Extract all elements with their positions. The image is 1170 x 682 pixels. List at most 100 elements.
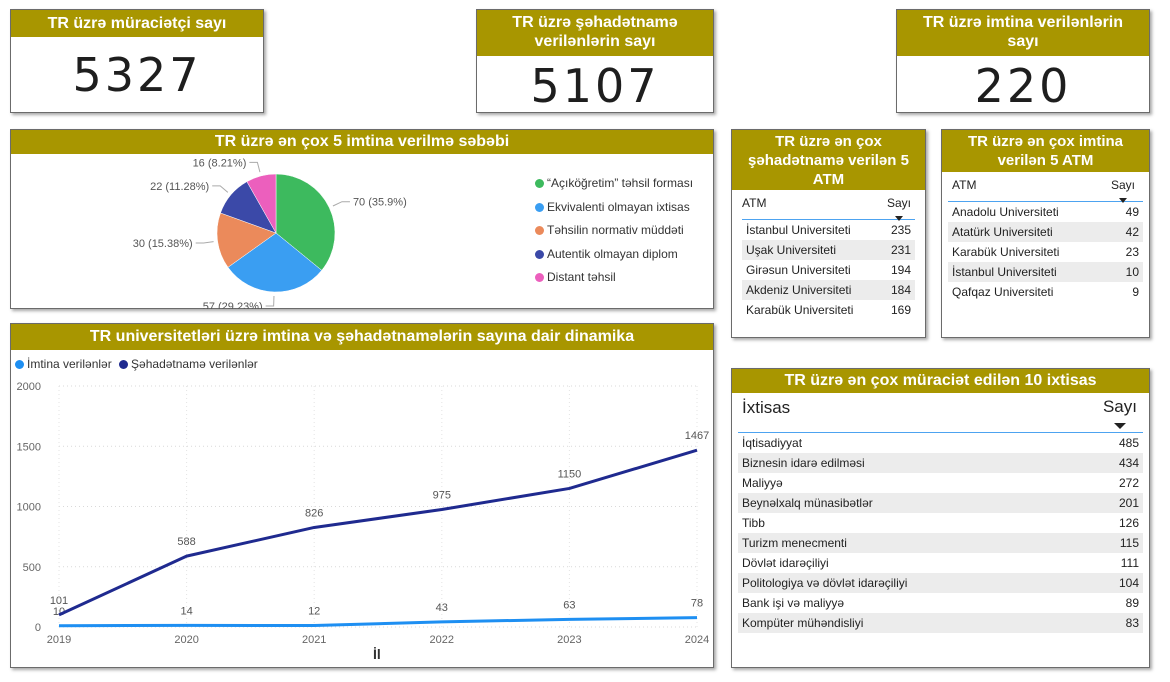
- data-label: 588: [177, 536, 195, 548]
- top-rej-col-count-label: Sayı: [1110, 178, 1135, 192]
- row-count: 169: [890, 303, 911, 317]
- pie-slice[interactable]: [227, 232, 323, 293]
- legend-certificates-label: Şəhadətnamə verilənlər: [131, 357, 258, 371]
- kpi-rejections-value: 220: [974, 59, 1072, 113]
- kpi-applicants-title: TR üzrə müraciətçi sayı: [11, 10, 263, 37]
- legend-rejections-dot: [15, 360, 24, 369]
- table-row[interactable]: İqtisadiyyat 485: [738, 433, 1143, 453]
- top-rej-title: TR üzrə ən çox imtina verilən 5 ATM: [942, 130, 1149, 172]
- table-row[interactable]: Karabük Universiteti 169: [742, 300, 915, 320]
- table-row[interactable]: Politologiya və dövlət idarəçiliyi 104: [738, 573, 1143, 593]
- data-label: 101: [50, 595, 68, 607]
- pie-legend-item[interactable]: Ekvivalenti olmayan ixtisas: [535, 200, 690, 214]
- top-rej-col-count[interactable]: Sayı: [1111, 178, 1135, 206]
- pie-legend-label: Autentik olmayan diplom: [547, 246, 678, 261]
- y-tick-label: 0: [35, 622, 41, 634]
- row-count: 23: [1125, 245, 1139, 259]
- top-rej-panel: TR üzrə ən çox imtina verilən 5 ATM ATM …: [941, 129, 1150, 338]
- table-row[interactable]: Karabük Universiteti 23: [948, 242, 1143, 262]
- pie-data-label: 57 (29.23%): [203, 301, 263, 309]
- top-rej-col-atm[interactable]: ATM: [952, 178, 977, 192]
- pie-slice[interactable]: [275, 173, 336, 271]
- pie-legend-label: “Açıköğretim” təhsil forması: [547, 176, 694, 190]
- data-label: 1467: [685, 430, 709, 442]
- row-count: 194: [890, 263, 911, 277]
- kpi-certificates-value: 5107: [530, 59, 660, 113]
- row-name: Tibb: [742, 516, 765, 530]
- row-name: Politologiya və dövlət idarəçiliyi: [738, 573, 1087, 593]
- x-tick-label: 2019: [47, 634, 71, 646]
- row-count: 111: [1120, 556, 1139, 570]
- pie-legend-label: Ekvivalenti olmayan ixtisas: [547, 199, 690, 214]
- pie-leader-line: [249, 161, 261, 173]
- top-cert-col-count[interactable]: Sayı: [887, 196, 911, 224]
- top-spec-panel: TR üzrə ən çox müraciət edilən 10 ixtisa…: [731, 368, 1150, 668]
- pie-data-label: 16 (8.21%): [193, 157, 247, 169]
- pie-legend-item[interactable]: Autentik olmayan diplom: [535, 247, 678, 261]
- pie-legend-item[interactable]: Təhsilin normativ müddəti: [535, 223, 684, 237]
- row-name: İstanbul Universiteti: [746, 223, 851, 237]
- x-tick-label: 2021: [302, 634, 326, 646]
- y-tick-label: 1000: [17, 502, 41, 514]
- pie-slice[interactable]: [246, 173, 277, 234]
- legend-dot: [535, 179, 544, 188]
- table-row[interactable]: Girəsun Universiteti 194: [742, 260, 915, 280]
- row-name: Turizm menecmenti: [738, 533, 1087, 553]
- table-row[interactable]: Biznesin idarə edilməsi 434: [738, 453, 1143, 473]
- top-spec-col-name[interactable]: İxtisas: [742, 398, 791, 417]
- top-cert-col-count-label: Sayı: [886, 196, 911, 210]
- table-row[interactable]: Turizm menecmenti 115: [738, 533, 1143, 553]
- row-name: Maliyyə: [742, 476, 783, 490]
- table-row[interactable]: Qafqaz Universiteti 9: [948, 282, 1143, 302]
- x-tick-label: 2024: [685, 634, 709, 646]
- row-count: 104: [1086, 573, 1143, 593]
- row-name: Beynəlxalq münasibətlər: [738, 493, 1087, 513]
- table-row[interactable]: Beynəlxalq münasibətlər 201: [738, 493, 1143, 513]
- line-title: TR universitetləri üzrə imtina və şəhadə…: [11, 324, 713, 350]
- series-line[interactable]: [58, 448, 698, 617]
- row-count: 49: [1125, 205, 1139, 219]
- data-label: 1150: [558, 468, 582, 480]
- table-row[interactable]: Akdeniz Universiteti 184: [742, 280, 915, 300]
- table-row[interactable]: Maliyyə 272: [738, 473, 1143, 493]
- pie-legend-item[interactable]: “Açıköğretim” təhsil forması: [535, 176, 693, 190]
- pie-leader-line: [195, 241, 214, 244]
- row-count: 83: [1086, 613, 1143, 633]
- row-count: 272: [1118, 476, 1139, 490]
- series-line[interactable]: [58, 616, 698, 628]
- pie-legend-item[interactable]: Distant təhsil: [535, 270, 616, 284]
- sort-desc-icon: [1118, 198, 1127, 203]
- table-row[interactable]: Uşak Universiteti 231: [742, 240, 915, 260]
- legend-certificates[interactable]: Şəhadətnamə verilənlər: [119, 357, 258, 371]
- row-count: 201: [1086, 493, 1143, 513]
- top-cert-col-atm[interactable]: ATM: [742, 196, 767, 210]
- table-row[interactable]: İstanbul Universiteti 235: [742, 220, 915, 240]
- table-row[interactable]: Atatürk Universiteti 42: [948, 222, 1143, 242]
- pie-slice[interactable]: [216, 212, 277, 268]
- data-label: 43: [436, 602, 448, 614]
- x-tick-label: 2023: [557, 634, 581, 646]
- row-name: Karabük Universiteti: [952, 245, 1060, 259]
- table-row[interactable]: Kompüter mühəndisliyi 83: [738, 613, 1143, 633]
- x-tick-label: 2022: [430, 634, 454, 646]
- table-row[interactable]: Tibb 126: [738, 513, 1143, 533]
- row-count: 126: [1118, 516, 1139, 530]
- legend-dot: [535, 202, 544, 212]
- row-count: 434: [1086, 453, 1143, 473]
- legend-rejections[interactable]: İmtina verilənlər: [15, 357, 112, 371]
- table-row[interactable]: Dövlət idarəçiliyi 111: [738, 553, 1143, 573]
- legend-certificates-dot: [119, 360, 129, 369]
- pie-leader-line: [332, 201, 350, 207]
- row-name: Qafqaz Universiteti: [952, 285, 1054, 299]
- pie-legend-label: Distant təhsil: [547, 270, 616, 284]
- table-row[interactable]: Bank işi və maliyyə 89: [738, 593, 1143, 613]
- row-count: 9: [1132, 285, 1139, 299]
- data-label: 63: [563, 599, 575, 611]
- table-row[interactable]: İstanbul Universiteti 10: [948, 262, 1143, 282]
- row-name: Atatürk Universiteti: [948, 222, 1113, 242]
- table-row[interactable]: Anadolu Universiteti 49: [948, 202, 1143, 222]
- data-label: 14: [180, 605, 192, 617]
- top-spec-col-count[interactable]: Sayı: [1103, 398, 1137, 432]
- row-count: 184: [881, 280, 915, 300]
- row-name: Kompüter mühəndisliyi: [738, 613, 1087, 633]
